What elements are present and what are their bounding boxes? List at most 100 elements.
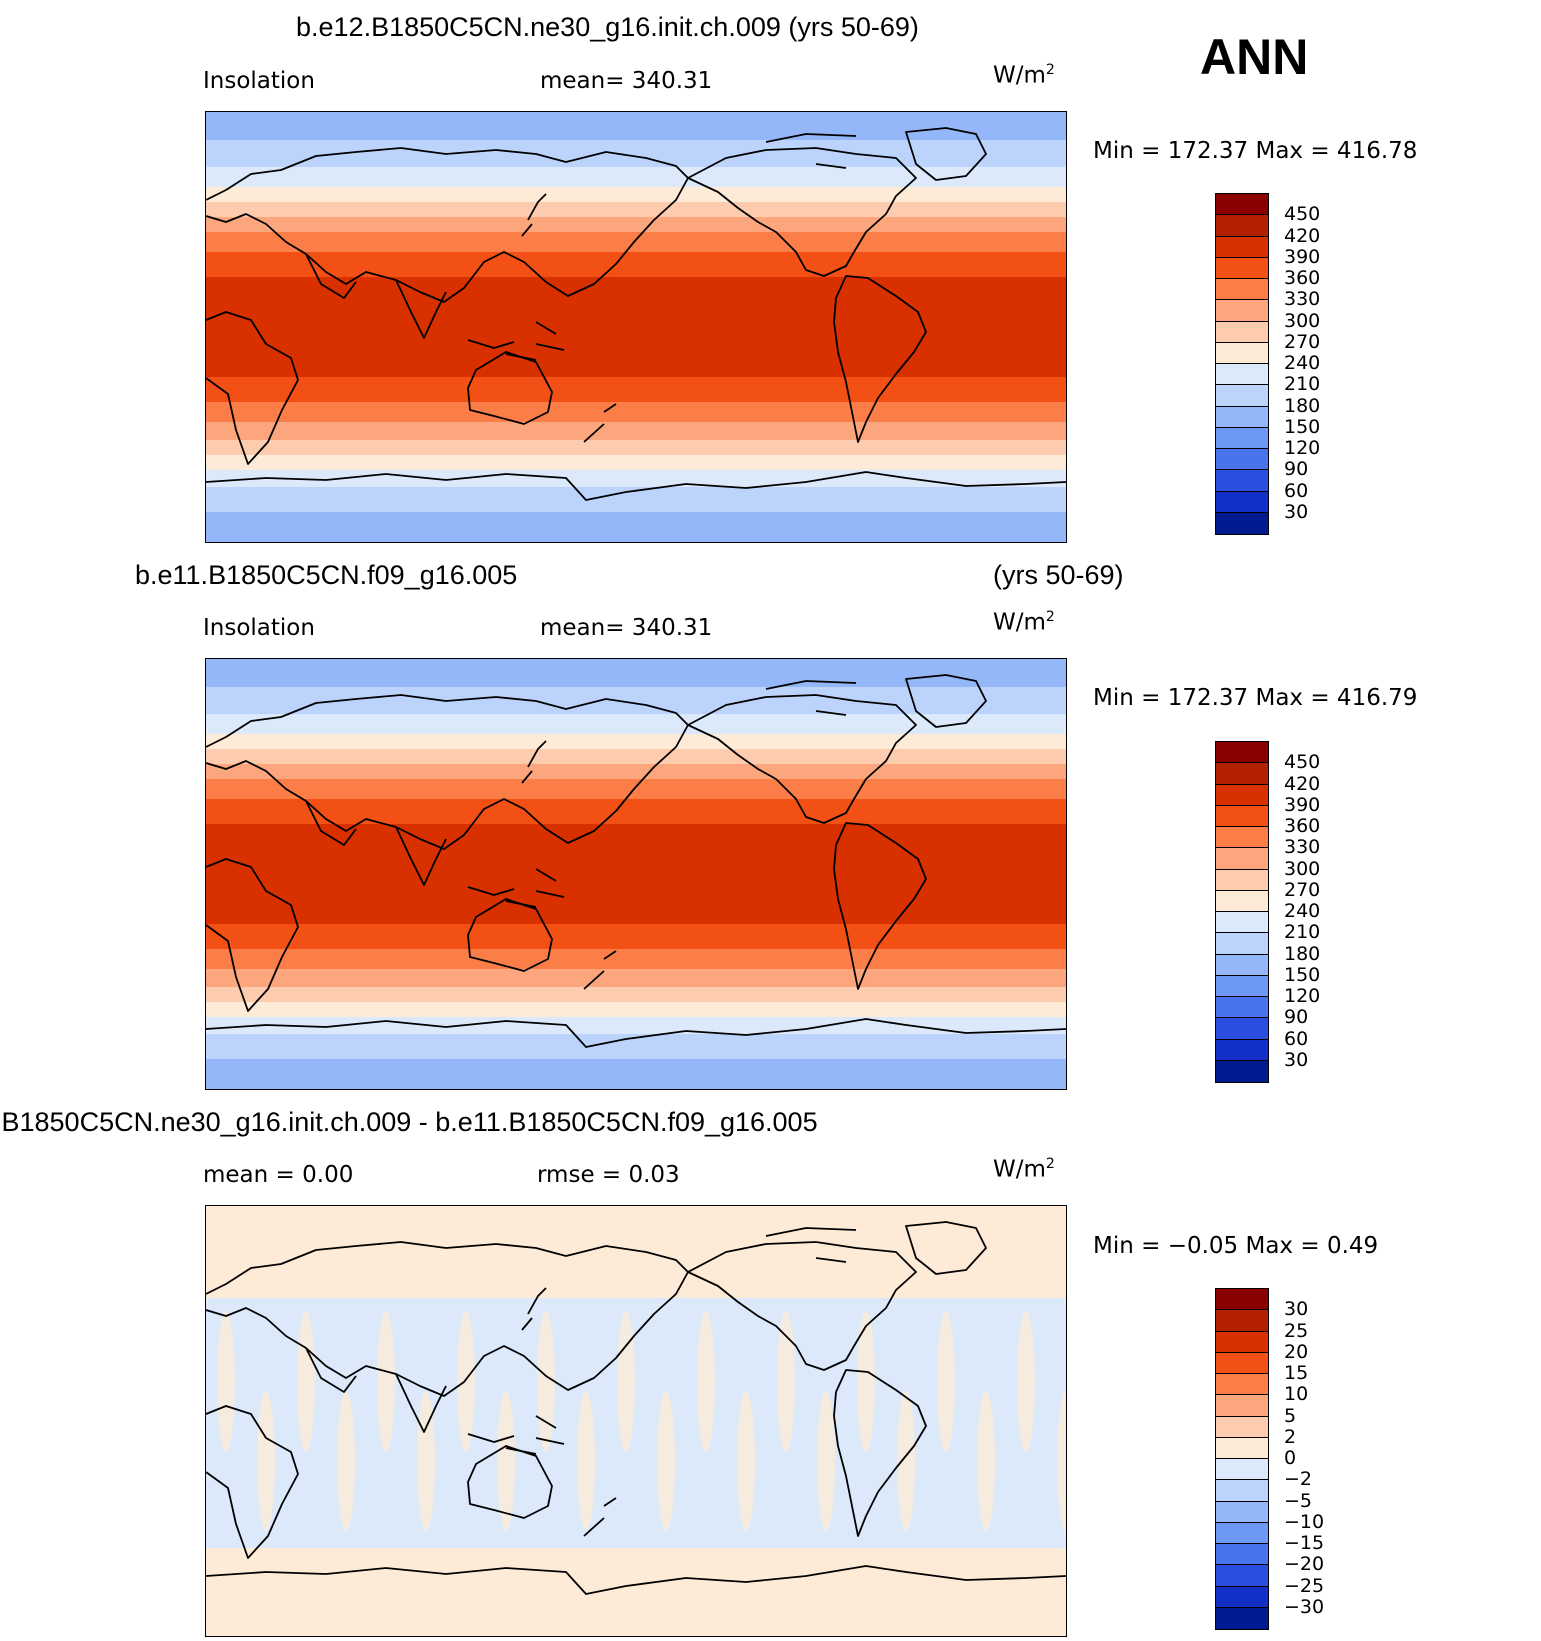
map-negative-field xyxy=(206,1298,1066,1548)
colorbar-swatch xyxy=(1216,215,1268,237)
colorbar-tick-label: 390 xyxy=(1284,245,1321,268)
coastline xyxy=(833,1369,927,1537)
coastline xyxy=(833,822,927,990)
map-positive-patch xyxy=(457,1311,475,1451)
colorbar-tick-label: 180 xyxy=(1284,942,1321,965)
map-contour-band xyxy=(206,714,1066,734)
panel2-variable-label: Insolation xyxy=(203,615,315,641)
colorbar-swatch xyxy=(1216,194,1268,216)
colorbar-tick-label: −25 xyxy=(1284,1574,1325,1597)
coastline xyxy=(206,694,689,748)
coastline xyxy=(206,724,689,850)
map-positive-patch xyxy=(217,1311,235,1451)
colorbar-swatch xyxy=(1216,449,1268,471)
map-positive-patch xyxy=(537,1311,555,1451)
panel3-rmse-label: rmse = 0.03 xyxy=(537,1162,680,1188)
map-contour-band xyxy=(206,824,1066,924)
season-label: ANN xyxy=(1200,29,1309,85)
colorbar-tick-label: 300 xyxy=(1284,309,1321,332)
colorbar-swatch xyxy=(1216,1416,1268,1438)
map-positive-patch xyxy=(377,1311,395,1451)
coastline xyxy=(687,147,917,277)
coastline xyxy=(905,674,987,728)
map-positive-patch xyxy=(1017,1311,1035,1451)
colorbar-swatch xyxy=(1216,300,1268,322)
colorbar-tick-label: 360 xyxy=(1284,267,1321,289)
map-contour-band xyxy=(206,1002,1066,1017)
colorbar-tick-label: −30 xyxy=(1284,1595,1325,1618)
colorbar-tick-label: 30 xyxy=(1284,1048,1309,1071)
colorbar-tick-label: 420 xyxy=(1284,224,1321,247)
colorbar-swatch xyxy=(1216,1522,1268,1544)
colorbar-tick-label: 330 xyxy=(1284,288,1321,311)
coastline xyxy=(206,471,1066,501)
colorbar-swatch xyxy=(1216,342,1268,364)
map-contour-band xyxy=(206,512,1066,542)
panel3-colorbar xyxy=(1215,1288,1269,1630)
colorbar-swatch xyxy=(1216,954,1268,976)
coastline xyxy=(905,1221,987,1275)
colorbar-tick-label: −5 xyxy=(1284,1489,1313,1512)
panel1-mean-label: mean= 340.31 xyxy=(540,68,713,94)
colorbar-swatch xyxy=(1216,1607,1268,1629)
coastline xyxy=(206,311,299,465)
colorbar-tick-label: 120 xyxy=(1284,437,1321,459)
map-positive-patch xyxy=(337,1391,355,1531)
coastline xyxy=(467,351,553,425)
coastline xyxy=(395,826,447,886)
colorbar-swatch xyxy=(1216,763,1268,785)
colorbar-tick-label: 120 xyxy=(1284,985,1321,1007)
colorbar-tick-label: 210 xyxy=(1284,921,1321,944)
panel1-units: W/m2 xyxy=(993,62,1055,89)
colorbar-swatch xyxy=(1216,1374,1268,1396)
colorbar-tick-label: 360 xyxy=(1284,815,1321,837)
panel1-min-max: Min = 172.37 Max = 416.78 xyxy=(1093,138,1418,164)
map-contour-band xyxy=(206,659,1066,687)
coastline xyxy=(206,147,689,201)
panel2-map xyxy=(205,658,1067,1090)
coastline xyxy=(206,1565,1066,1595)
colorbar-tick-label: 90 xyxy=(1284,458,1309,481)
coastline xyxy=(305,253,357,299)
colorbar-tick-label: 60 xyxy=(1284,479,1309,502)
colorbar-swatch xyxy=(1216,1586,1268,1608)
map-contour-band xyxy=(206,949,1066,969)
colorbar-swatch xyxy=(1216,1331,1268,1353)
map-positive-patch xyxy=(577,1391,595,1531)
colorbar-swatch xyxy=(1216,1039,1268,1061)
colorbar-swatch xyxy=(1216,236,1268,258)
colorbar-tick-label: 30 xyxy=(1284,500,1309,523)
colorbar-tick-label: 330 xyxy=(1284,836,1321,859)
coastline xyxy=(833,275,927,443)
colorbar-swatch xyxy=(1216,912,1268,934)
coastline xyxy=(765,133,857,169)
map-contour-band xyxy=(206,422,1066,440)
colorbar-swatch xyxy=(1216,784,1268,806)
colorbar-swatch xyxy=(1216,321,1268,343)
map-positive-patch xyxy=(497,1391,515,1531)
map-contour-band xyxy=(206,734,1066,749)
coastline xyxy=(467,1445,553,1519)
colorbar-swatch xyxy=(1216,827,1268,849)
map-contour-band xyxy=(206,187,1066,202)
colorbar-tick-label: −10 xyxy=(1284,1510,1325,1533)
map-contour-band xyxy=(206,799,1066,824)
map-positive-patch xyxy=(697,1311,715,1451)
colorbar-swatch xyxy=(1216,1480,1268,1502)
coastline xyxy=(687,694,917,824)
colorbar-tick-label: 60 xyxy=(1284,1027,1309,1050)
colorbar-tick-label: 450 xyxy=(1284,751,1321,774)
colorbar-swatch xyxy=(1216,1310,1268,1332)
colorbar-swatch xyxy=(1216,1565,1268,1587)
colorbar-swatch xyxy=(1216,1544,1268,1566)
colorbar-tick-label: 420 xyxy=(1284,772,1321,795)
colorbar-tick-label: 25 xyxy=(1284,1319,1309,1342)
colorbar-tick-label: 450 xyxy=(1284,203,1321,226)
coastline xyxy=(521,193,547,237)
colorbar-swatch xyxy=(1216,1018,1268,1040)
colorbar-swatch xyxy=(1216,1395,1268,1417)
coastline xyxy=(206,858,299,1012)
coastline xyxy=(305,1347,357,1393)
colorbar-tick-label: −20 xyxy=(1284,1553,1325,1576)
map-contour-band xyxy=(206,969,1066,987)
